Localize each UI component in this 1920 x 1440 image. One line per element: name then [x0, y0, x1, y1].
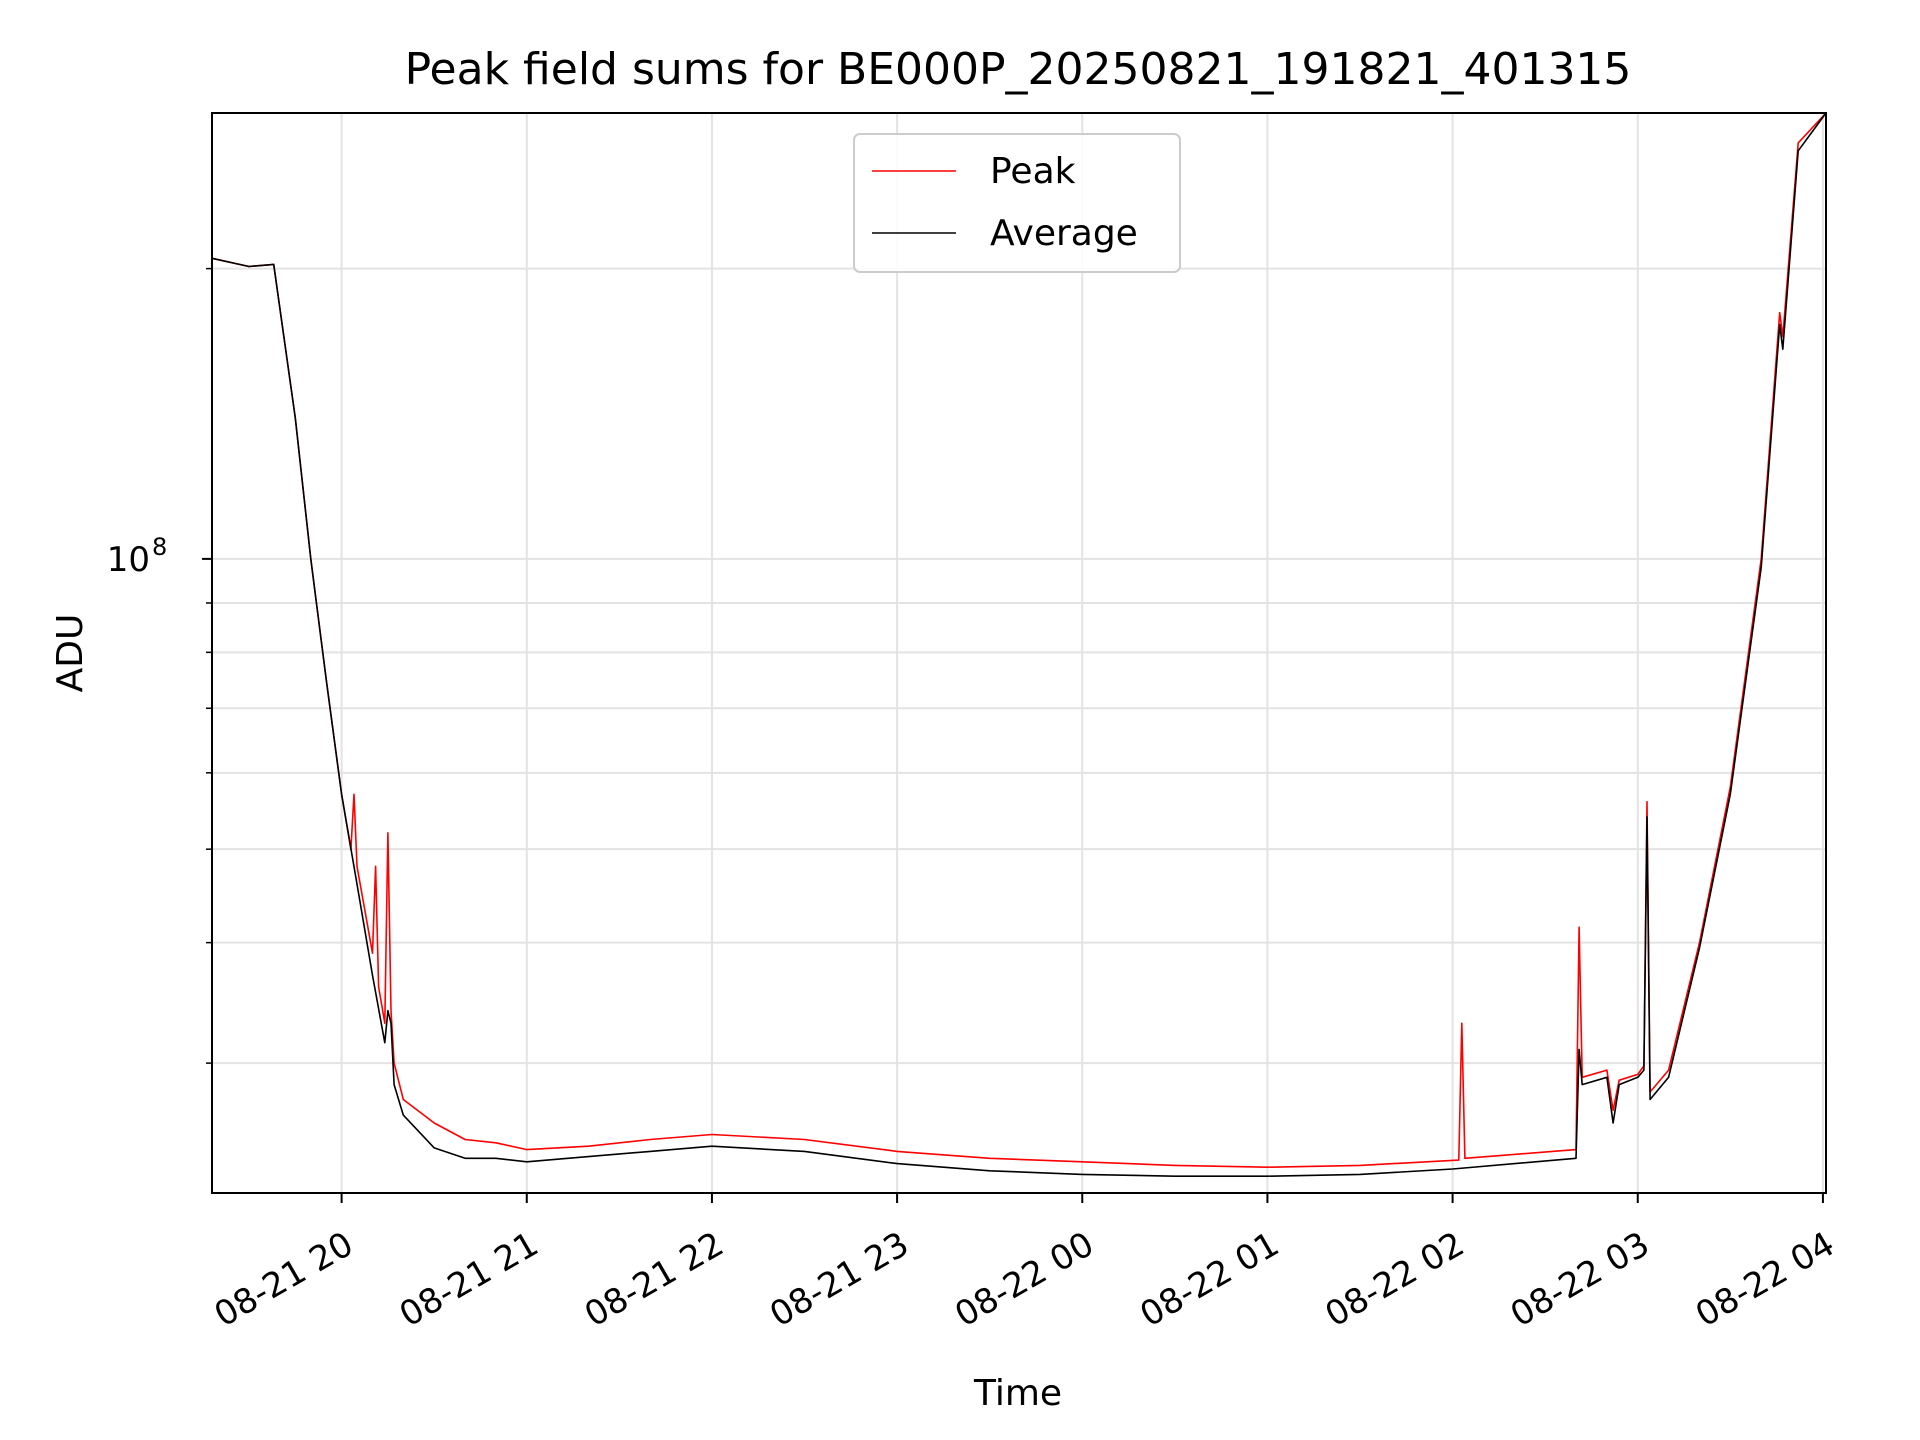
series-layer: [211, 112, 1827, 1177]
series-line-average: [211, 112, 1827, 1177]
y-tick-label: 10: [107, 540, 150, 580]
plot-area: 08-21 20 08-21 21 08-21 22 08-21 23 08-22 00…: [107, 112, 1841, 1335]
x-axis-label: Time: [973, 1373, 1062, 1414]
legend: Peak Average: [853, 133, 1181, 273]
legend-label-peak: Peak: [990, 151, 1076, 192]
y-tick-label-exponent: 8: [152, 533, 167, 561]
grid-layer: [212, 113, 1826, 1193]
legend-label-average: Average: [990, 213, 1138, 254]
legend-box: [853, 133, 1181, 273]
y-axis-label: ADU: [50, 614, 91, 693]
chart-title: Peak field sums for BE000P_20250821_1918…: [405, 44, 1632, 95]
